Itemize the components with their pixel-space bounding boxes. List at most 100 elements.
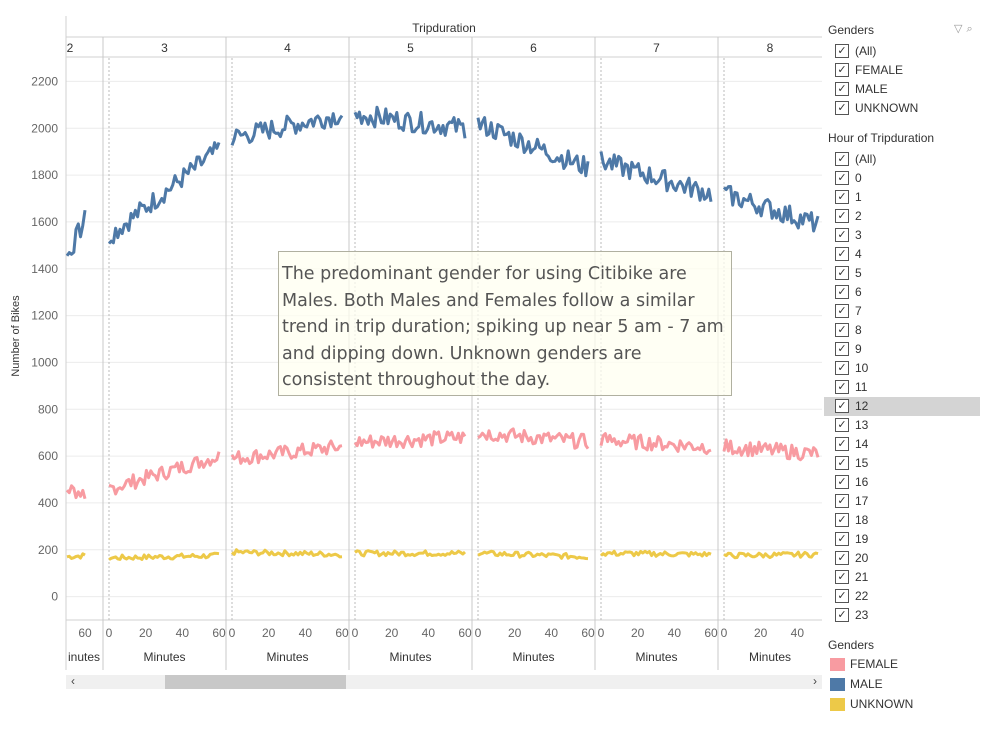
hour-option[interactable]: ✓ 0 [824, 169, 980, 188]
legend-label: UNKNOWN [850, 697, 914, 711]
hour-option[interactable]: ✓ 16 [824, 473, 980, 492]
gender-option[interactable]: ✓ MALE [824, 80, 980, 99]
hour-option[interactable]: ✓ 18 [824, 511, 980, 530]
checkbox-checked-icon[interactable]: ✓ [835, 608, 849, 622]
hour-option[interactable]: ✓ 14 [824, 435, 980, 454]
checkbox-checked-icon[interactable]: ✓ [835, 456, 849, 470]
checkbox-checked-icon[interactable]: ✓ [835, 82, 849, 96]
x-tick-label: 20 [754, 626, 768, 640]
checkbox-checked-icon[interactable]: ✓ [835, 266, 849, 280]
checkbox-checked-icon[interactable]: ✓ [835, 437, 849, 451]
hour-option[interactable]: ✓ 17 [824, 492, 980, 511]
hour-option[interactable]: ✓ 13 [824, 416, 980, 435]
checkbox-checked-icon[interactable]: ✓ [835, 209, 849, 223]
pane-header: 8 [767, 41, 774, 55]
series-line-female [230, 439, 343, 466]
hour-option[interactable]: ✓ 20 [824, 549, 980, 568]
hour-option-label: 1 [855, 190, 862, 204]
scroll-left-icon[interactable]: ‹ [71, 674, 75, 688]
hour-option-label: 17 [855, 494, 869, 508]
series-line-unknown [66, 552, 86, 560]
checkbox-checked-icon[interactable]: ✓ [835, 513, 849, 527]
hour-option-label: 13 [855, 418, 869, 432]
x-axis-label: Minutes [512, 650, 554, 664]
horizontal-scrollbar[interactable]: ‹ › [66, 675, 822, 689]
checkbox-checked-icon[interactable]: ✓ [835, 532, 849, 546]
checkbox-checked-icon[interactable]: ✓ [835, 190, 849, 204]
checkbox-checked-icon[interactable]: ✓ [835, 494, 849, 508]
hour-option[interactable]: ✓ 1 [824, 188, 980, 207]
checkbox-checked-icon[interactable]: ✓ [835, 361, 849, 375]
gender-option[interactable]: ✓ UNKNOWN [824, 99, 980, 118]
checkbox-checked-icon[interactable]: ✓ [835, 418, 849, 432]
hour-option[interactable]: ✓ 7 [824, 302, 980, 321]
hour-option[interactable]: ✓ 23 [824, 606, 980, 625]
checkbox-checked-icon[interactable]: ✓ [835, 171, 849, 185]
hour-option[interactable]: ✓ 3 [824, 226, 980, 245]
hour-option-label: 10 [855, 361, 869, 375]
hour-option[interactable]: ✓ 9 [824, 340, 980, 359]
checkbox-checked-icon[interactable]: ✓ [835, 570, 849, 584]
hour-option-label: 22 [855, 589, 869, 603]
hour-option[interactable]: ✓ 6 [824, 283, 980, 302]
hour-option-label: 18 [855, 513, 869, 527]
hour-option[interactable]: ✓ 15 [824, 454, 980, 473]
search-icon[interactable]: ⌕ [966, 23, 977, 35]
scroll-right-icon[interactable]: › [813, 674, 817, 688]
hour-option[interactable]: ✓ 12 [824, 397, 980, 416]
hour-option[interactable]: ✓ 22 [824, 587, 980, 606]
y-tick-label: 400 [38, 496, 58, 510]
checkbox-checked-icon[interactable]: ✓ [835, 399, 849, 413]
y-tick-label: 1400 [31, 262, 58, 276]
filter-tools[interactable]: ▽⌕ [954, 22, 977, 36]
checkbox-checked-icon[interactable]: ✓ [835, 589, 849, 603]
checkbox-checked-icon[interactable]: ✓ [835, 285, 849, 299]
pane-header: 5 [407, 41, 414, 55]
gender-option[interactable]: ✓ (All) [824, 42, 980, 61]
hour-option-label: 19 [855, 532, 869, 546]
checkbox-checked-icon[interactable]: ✓ [835, 63, 849, 77]
checkbox-checked-icon[interactable]: ✓ [835, 228, 849, 242]
x-axis-label: inutes [68, 650, 100, 664]
checkbox-checked-icon[interactable]: ✓ [835, 44, 849, 58]
checkbox-checked-icon[interactable]: ✓ [835, 551, 849, 565]
scroll-thumb[interactable] [165, 675, 346, 689]
gender-option[interactable]: ✓ FEMALE [824, 61, 980, 80]
x-tick-label: 60 [458, 626, 472, 640]
y-tick-label: 1200 [31, 309, 58, 323]
checkbox-checked-icon[interactable]: ✓ [835, 323, 849, 337]
x-tick-label: 20 [508, 626, 522, 640]
hour-option[interactable]: ✓ (All) [824, 150, 980, 169]
hour-option-label: 9 [855, 342, 862, 356]
checkbox-checked-icon[interactable]: ✓ [835, 304, 849, 318]
x-tick-label: 0 [598, 626, 605, 640]
hour-option-label: (All) [855, 152, 877, 166]
checkbox-checked-icon[interactable]: ✓ [835, 342, 849, 356]
checkbox-checked-icon[interactable]: ✓ [835, 380, 849, 394]
checkbox-checked-icon[interactable]: ✓ [835, 101, 849, 115]
y-tick-label: 1800 [31, 168, 58, 182]
filter-panel: Genders ▽⌕ ✓ (All) ✓ FEMALE ✓ MALE ✓ UNKNOWN Ho… [824, 0, 993, 748]
checkbox-checked-icon[interactable]: ✓ [835, 152, 849, 166]
hour-option[interactable]: ✓ 2 [824, 207, 980, 226]
y-axis-title: Number of Bikes [10, 295, 22, 377]
filter-icon[interactable]: ▽ [954, 23, 967, 35]
x-axis-label: Minutes [749, 650, 791, 664]
x-axis-label: Minutes [266, 650, 308, 664]
hour-option-label: 0 [855, 171, 862, 185]
hour-option[interactable]: ✓ 11 [824, 378, 980, 397]
checkbox-checked-icon[interactable]: ✓ [835, 475, 849, 489]
hour-option[interactable]: ✓ 10 [824, 359, 980, 378]
hour-option[interactable]: ✓ 4 [824, 245, 980, 264]
checkbox-checked-icon[interactable]: ✓ [835, 247, 849, 261]
hour-option[interactable]: ✓ 8 [824, 321, 980, 340]
hour-option-label: 11 [855, 380, 868, 394]
hour-option-label: 4 [855, 247, 862, 261]
hour-option[interactable]: ✓ 21 [824, 568, 980, 587]
y-tick-label: 600 [38, 449, 58, 463]
hour-option[interactable]: ✓ 19 [824, 530, 980, 549]
series-line-female [722, 438, 820, 462]
annotation-box: The predominant gender for using Citibik… [278, 251, 732, 396]
hour-option[interactable]: ✓ 5 [824, 264, 980, 283]
x-tick-label: 0 [721, 626, 728, 640]
